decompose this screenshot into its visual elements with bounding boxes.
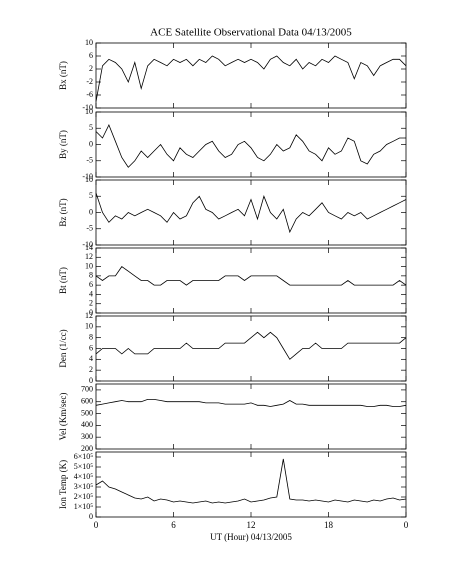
- y-tick-label: -5: [86, 224, 93, 233]
- y-tick-label: 2: [89, 64, 93, 73]
- x-tick-label: 12: [247, 520, 256, 530]
- x-tick-label: 18: [324, 520, 334, 530]
- y-tick-label: -6: [86, 90, 93, 99]
- y-axis-label: Bt (nT): [58, 267, 68, 294]
- y-tick-label: 2: [89, 299, 93, 308]
- y-tick-label: 2: [89, 365, 93, 374]
- y-tick-label: 300: [81, 432, 93, 441]
- y-tick-label: 10: [85, 175, 93, 184]
- panel-frame: [95, 179, 407, 246]
- data-line: [95, 458, 407, 504]
- chart-title: ACE Satellite Observational Data 04/13/2…: [150, 27, 352, 39]
- y-tick-label: 0: [89, 376, 93, 385]
- y-tick-label: 700: [81, 385, 93, 394]
- y-axis-label: Ion Temp (K): [58, 460, 68, 509]
- y-tick-label: 10: [85, 107, 93, 116]
- y-tick-label: -10: [82, 240, 93, 249]
- y-tick-label: 4: [89, 289, 93, 298]
- y-tick-label: 4: [89, 354, 93, 363]
- y-tick-label: 12: [85, 252, 93, 261]
- y-tick-label: 12: [85, 311, 93, 320]
- y-tick-label: 200: [81, 444, 93, 453]
- y-tick-label: -10: [82, 172, 93, 181]
- y-tick-label: 6: [89, 51, 93, 60]
- y-tick-label: 0: [89, 139, 93, 148]
- y-tick-label: 1×10⁵: [74, 502, 94, 511]
- y-tick-label: 10: [85, 322, 93, 331]
- y-tick-label: -5: [86, 156, 93, 165]
- data-line: [95, 266, 407, 286]
- y-tick-label: 0: [89, 207, 93, 216]
- panel-frame: [95, 315, 407, 382]
- y-tick-label: 500: [81, 408, 93, 417]
- data-line: [95, 55, 407, 102]
- y-tick-label: 6×10⁵: [74, 452, 94, 461]
- panel-frame: [95, 383, 407, 450]
- panel-frame: [95, 111, 407, 178]
- y-tick-label: 5: [89, 191, 93, 200]
- y-tick-label: -2: [86, 77, 93, 86]
- y-tick-label: 0: [89, 308, 93, 317]
- y-axis-label: Bx (nT): [58, 61, 68, 90]
- y-tick-label: 5: [89, 123, 93, 132]
- y-axis-label: By (nT): [58, 130, 68, 159]
- data-line: [95, 192, 407, 234]
- x-axis-label: UT (Hour) 04/13/2005: [210, 532, 292, 542]
- y-tick-label: 6: [89, 280, 93, 289]
- data-line: [95, 331, 407, 360]
- data-line: [95, 399, 407, 407]
- y-tick-label: 8: [89, 332, 93, 341]
- y-tick-label: 3×10⁵: [74, 482, 94, 491]
- y-tick-label: 0: [89, 512, 93, 521]
- y-axis-label: Bz (nT): [58, 198, 68, 226]
- y-tick-label: 10: [85, 38, 93, 47]
- y-tick-label: 14: [85, 243, 93, 252]
- y-tick-label: 4×10⁵: [74, 472, 94, 481]
- y-axis-label: Den (1/cc): [58, 329, 68, 367]
- data-line: [95, 124, 406, 168]
- y-tick-label: 6: [89, 343, 93, 352]
- x-tick-label: 0: [94, 520, 99, 530]
- y-tick-label: 10: [85, 261, 93, 270]
- y-tick-label: 400: [81, 420, 93, 429]
- panel-frame: [95, 42, 407, 109]
- x-tick-label: 0: [404, 520, 409, 530]
- y-tick-label: 2×10⁵: [74, 492, 94, 501]
- panel-frame: [95, 451, 407, 518]
- y-tick-label: 600: [81, 397, 93, 406]
- y-axis-label: Vel (Km/sec): [58, 393, 68, 441]
- x-tick-label: 6: [171, 520, 176, 530]
- y-tick-label: -10: [82, 103, 93, 112]
- y-tick-label: 8: [89, 271, 93, 280]
- y-tick-label: 5×10⁵: [74, 462, 94, 471]
